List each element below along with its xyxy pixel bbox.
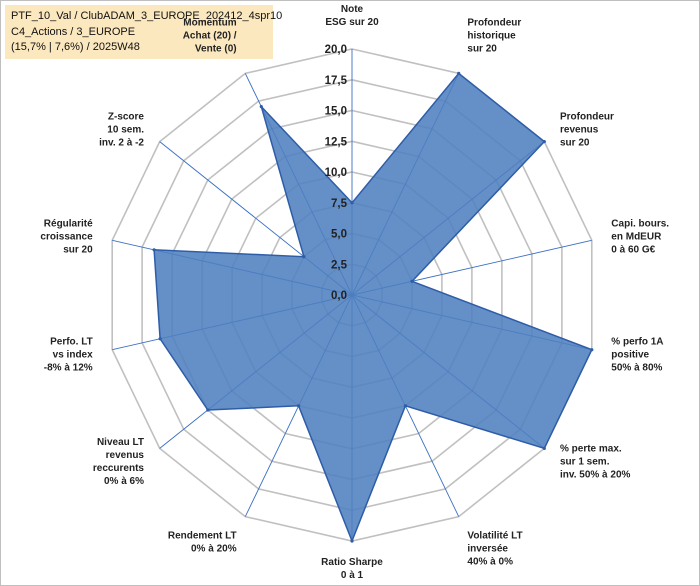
axis-label: Profondeur bbox=[560, 112, 614, 123]
axis-label: inv. 50% à 20% bbox=[560, 469, 631, 480]
axis-label: revenus bbox=[106, 450, 145, 461]
tick-label: 5,0 bbox=[331, 229, 347, 241]
axis-label: Achat (20) / bbox=[183, 30, 237, 41]
axis-label: ESG sur 20 bbox=[325, 17, 379, 28]
data-point bbox=[259, 105, 263, 109]
tick-label: 2,5 bbox=[331, 259, 348, 271]
axis-label: 10 sem. bbox=[107, 125, 144, 136]
tick-label: 0,0 bbox=[331, 290, 347, 302]
axis-label: Perfo. LT bbox=[50, 337, 93, 348]
axis-label: Note bbox=[341, 4, 364, 15]
axis-label: 0 à 60 G€ bbox=[611, 244, 655, 255]
info-line-2: C4_Actions / 3_EUROPE bbox=[11, 25, 136, 38]
axis-label: inv. 2 à -2 bbox=[99, 138, 144, 149]
tick-label: 12,5 bbox=[325, 136, 348, 148]
axis-label: 0% à 6% bbox=[104, 476, 144, 487]
info-line-3: (15,7% | 7,6%) / 2025W48 bbox=[11, 41, 140, 53]
axis-label: sur 1 sem. bbox=[560, 456, 610, 467]
axis-label: 0 à 1 bbox=[341, 570, 364, 581]
axis-label: Niveau LT bbox=[97, 437, 144, 448]
data-point bbox=[590, 348, 594, 352]
series-area bbox=[153, 72, 593, 544]
tick-label: 20,0 bbox=[325, 44, 347, 56]
axis-label: Z-score bbox=[108, 112, 145, 123]
axis-label: % perte max. bbox=[560, 443, 622, 454]
data-point bbox=[403, 404, 407, 408]
axis-label: croissance bbox=[40, 231, 93, 242]
axis-label: 0% à 20% bbox=[191, 544, 237, 555]
data-point bbox=[297, 404, 301, 408]
axis-label: 40% à 0% bbox=[467, 557, 513, 568]
data-point bbox=[152, 248, 156, 252]
axis-label: positive bbox=[611, 350, 649, 361]
axis-label: Rendement LT bbox=[168, 531, 237, 542]
axis-label: revenus bbox=[560, 125, 599, 136]
tick-label: 15,0 bbox=[325, 106, 347, 118]
data-point bbox=[457, 71, 461, 75]
axis-label: sur 20 bbox=[467, 43, 497, 54]
axis-label: % perfo 1A bbox=[611, 337, 663, 348]
axis-label: -8% à 12% bbox=[44, 363, 93, 374]
axis-label: sur 20 bbox=[63, 244, 93, 255]
tick-label: 17,5 bbox=[325, 75, 348, 87]
axis-label: Vente (0) bbox=[195, 43, 237, 54]
tick-label: 7,5 bbox=[331, 198, 348, 210]
axis-label: historique bbox=[467, 30, 516, 41]
axis-label: Régularité bbox=[44, 218, 93, 229]
radial-tick-labels: 0,0 2,5 5,0 7,5 10,0 12,5 15,0 17,5 20,0 bbox=[325, 44, 348, 302]
data-point bbox=[302, 255, 306, 259]
axis-label: 50% à 80% bbox=[611, 363, 662, 374]
axis-label: en MdEUR bbox=[611, 231, 662, 242]
info-line-1: PTF_10_Val / ClubADAM_3_EUROPE_202412_4s… bbox=[11, 10, 283, 22]
data-point bbox=[206, 408, 210, 412]
axis-label: vs index bbox=[53, 350, 93, 361]
axis-label: inversée bbox=[467, 544, 508, 555]
axis-label: sur 20 bbox=[560, 138, 590, 149]
tick-label: 10,0 bbox=[325, 167, 347, 179]
axis-label: Ratio Sharpe bbox=[321, 557, 383, 568]
data-point bbox=[350, 539, 354, 543]
radar-series bbox=[152, 71, 594, 544]
axis-label: reccurents bbox=[93, 463, 145, 474]
axis-label: Capi. bours. bbox=[611, 218, 669, 229]
axis-labels: Note ESG sur 20 Profondeur historique sur 20… bbox=[40, 4, 669, 581]
data-point bbox=[542, 446, 546, 450]
portfolio-info-box: PTF_10_Val / ClubADAM_3_EUROPE_202412_4s… bbox=[5, 5, 283, 59]
data-point bbox=[542, 140, 546, 144]
data-point bbox=[350, 201, 354, 205]
axis-label: Momentum bbox=[183, 17, 236, 28]
axis-label: Profondeur bbox=[467, 17, 521, 28]
data-point bbox=[410, 279, 414, 283]
data-point bbox=[158, 337, 162, 341]
axis-label: Volatilité LT bbox=[467, 531, 522, 542]
